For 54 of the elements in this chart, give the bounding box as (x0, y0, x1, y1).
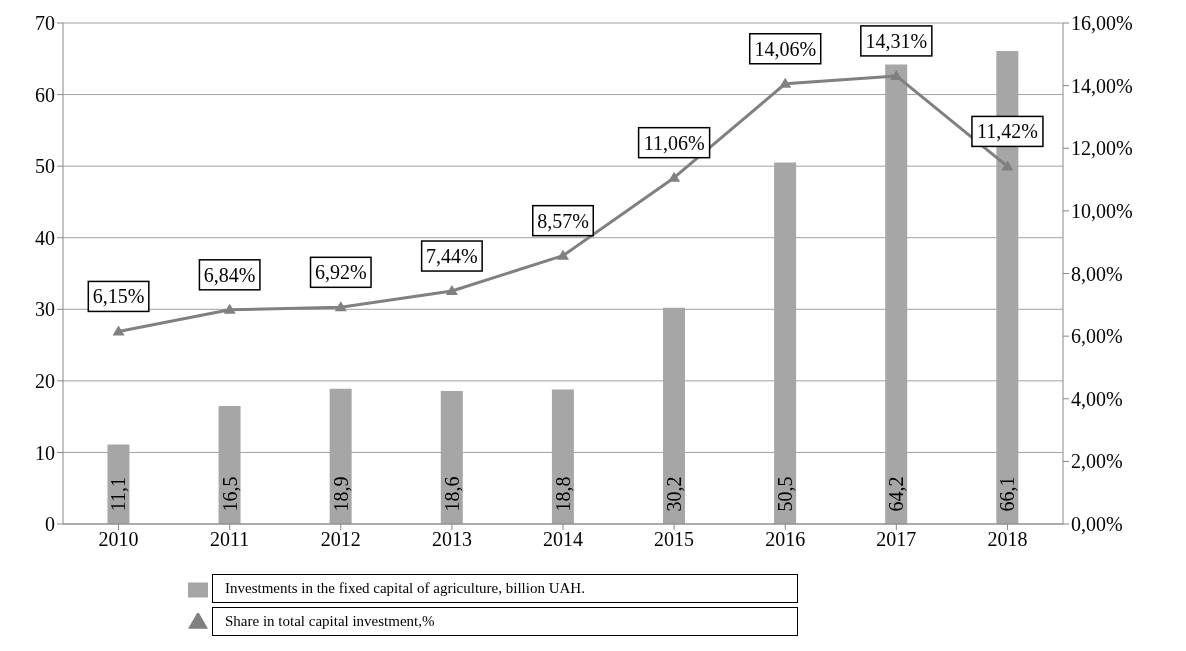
y2-tick-label: 14,00% (1071, 74, 1133, 97)
y-tick-label: 20 (35, 369, 55, 392)
point (223, 303, 236, 314)
y2-tick-label: 0,00% (1071, 513, 1123, 536)
x-tick-label: 2017 (876, 528, 917, 551)
x-tick-label: 2010 (98, 528, 139, 551)
data-label: 7,44% (426, 245, 478, 268)
point (112, 325, 125, 336)
point (779, 77, 792, 88)
y2-tick-label: 4,00% (1071, 387, 1123, 410)
data-label: 18,9 (329, 476, 352, 512)
data-label: 6,15% (92, 285, 145, 308)
x-tick-label: 2012 (320, 528, 361, 551)
y-tick-label: 60 (35, 83, 55, 106)
y-tick-label: 10 (35, 441, 55, 464)
data-label: 66,1 (996, 476, 1019, 512)
y-tick-label: 50 (35, 155, 55, 178)
data-label: 64,2 (885, 476, 908, 512)
x-tick-label: 2011 (210, 528, 250, 551)
data-label: 6,84% (203, 263, 256, 286)
data-label: 14,31% (865, 29, 928, 52)
y2-tick-label: 8,00% (1071, 262, 1123, 285)
y2-tick-label: 10,00% (1071, 199, 1133, 222)
data-label: 30,2 (663, 476, 685, 512)
y-tick-label: 40 (35, 226, 55, 249)
legend-label: Investments in the fixed capital of agriculture, billion UAH. (212, 574, 798, 603)
point (445, 285, 458, 296)
legend-label: Share in total capital investment,% (212, 607, 798, 636)
data-label: 11,1 (107, 476, 130, 512)
x-tick-label: 2016 (765, 528, 806, 551)
data-label: 11,06% (643, 131, 705, 154)
y2-tick-label: 6,00% (1071, 325, 1123, 348)
x-tick-label: 2014 (543, 528, 583, 551)
x-tick-label: 2015 (654, 528, 695, 551)
point (557, 249, 569, 260)
x-tick-label: 2018 (987, 528, 1028, 551)
point (334, 301, 347, 312)
data-label: 50,5 (774, 476, 797, 512)
y-tick-label: 30 (35, 298, 55, 321)
data-label: 11,42% (976, 120, 1038, 143)
x-tick-label: 2013 (431, 528, 472, 551)
data-label: 18,6 (440, 476, 463, 512)
data-label: 14,06% (754, 37, 817, 60)
y2-tick-label: 12,00% (1071, 137, 1133, 160)
data-label: 6,92% (314, 261, 367, 284)
data-label: 8,57% (537, 209, 589, 232)
y2-tick-label: 2,00% (1071, 450, 1123, 473)
y-tick-label: 70 (35, 12, 55, 35)
data-label: 18,8 (551, 476, 574, 512)
y-tick-label: 0 (45, 513, 55, 536)
point (668, 171, 681, 182)
y2-tick-label: 16,00% (1071, 12, 1133, 35)
data-label: 16,5 (218, 476, 241, 512)
point (1001, 160, 1014, 171)
